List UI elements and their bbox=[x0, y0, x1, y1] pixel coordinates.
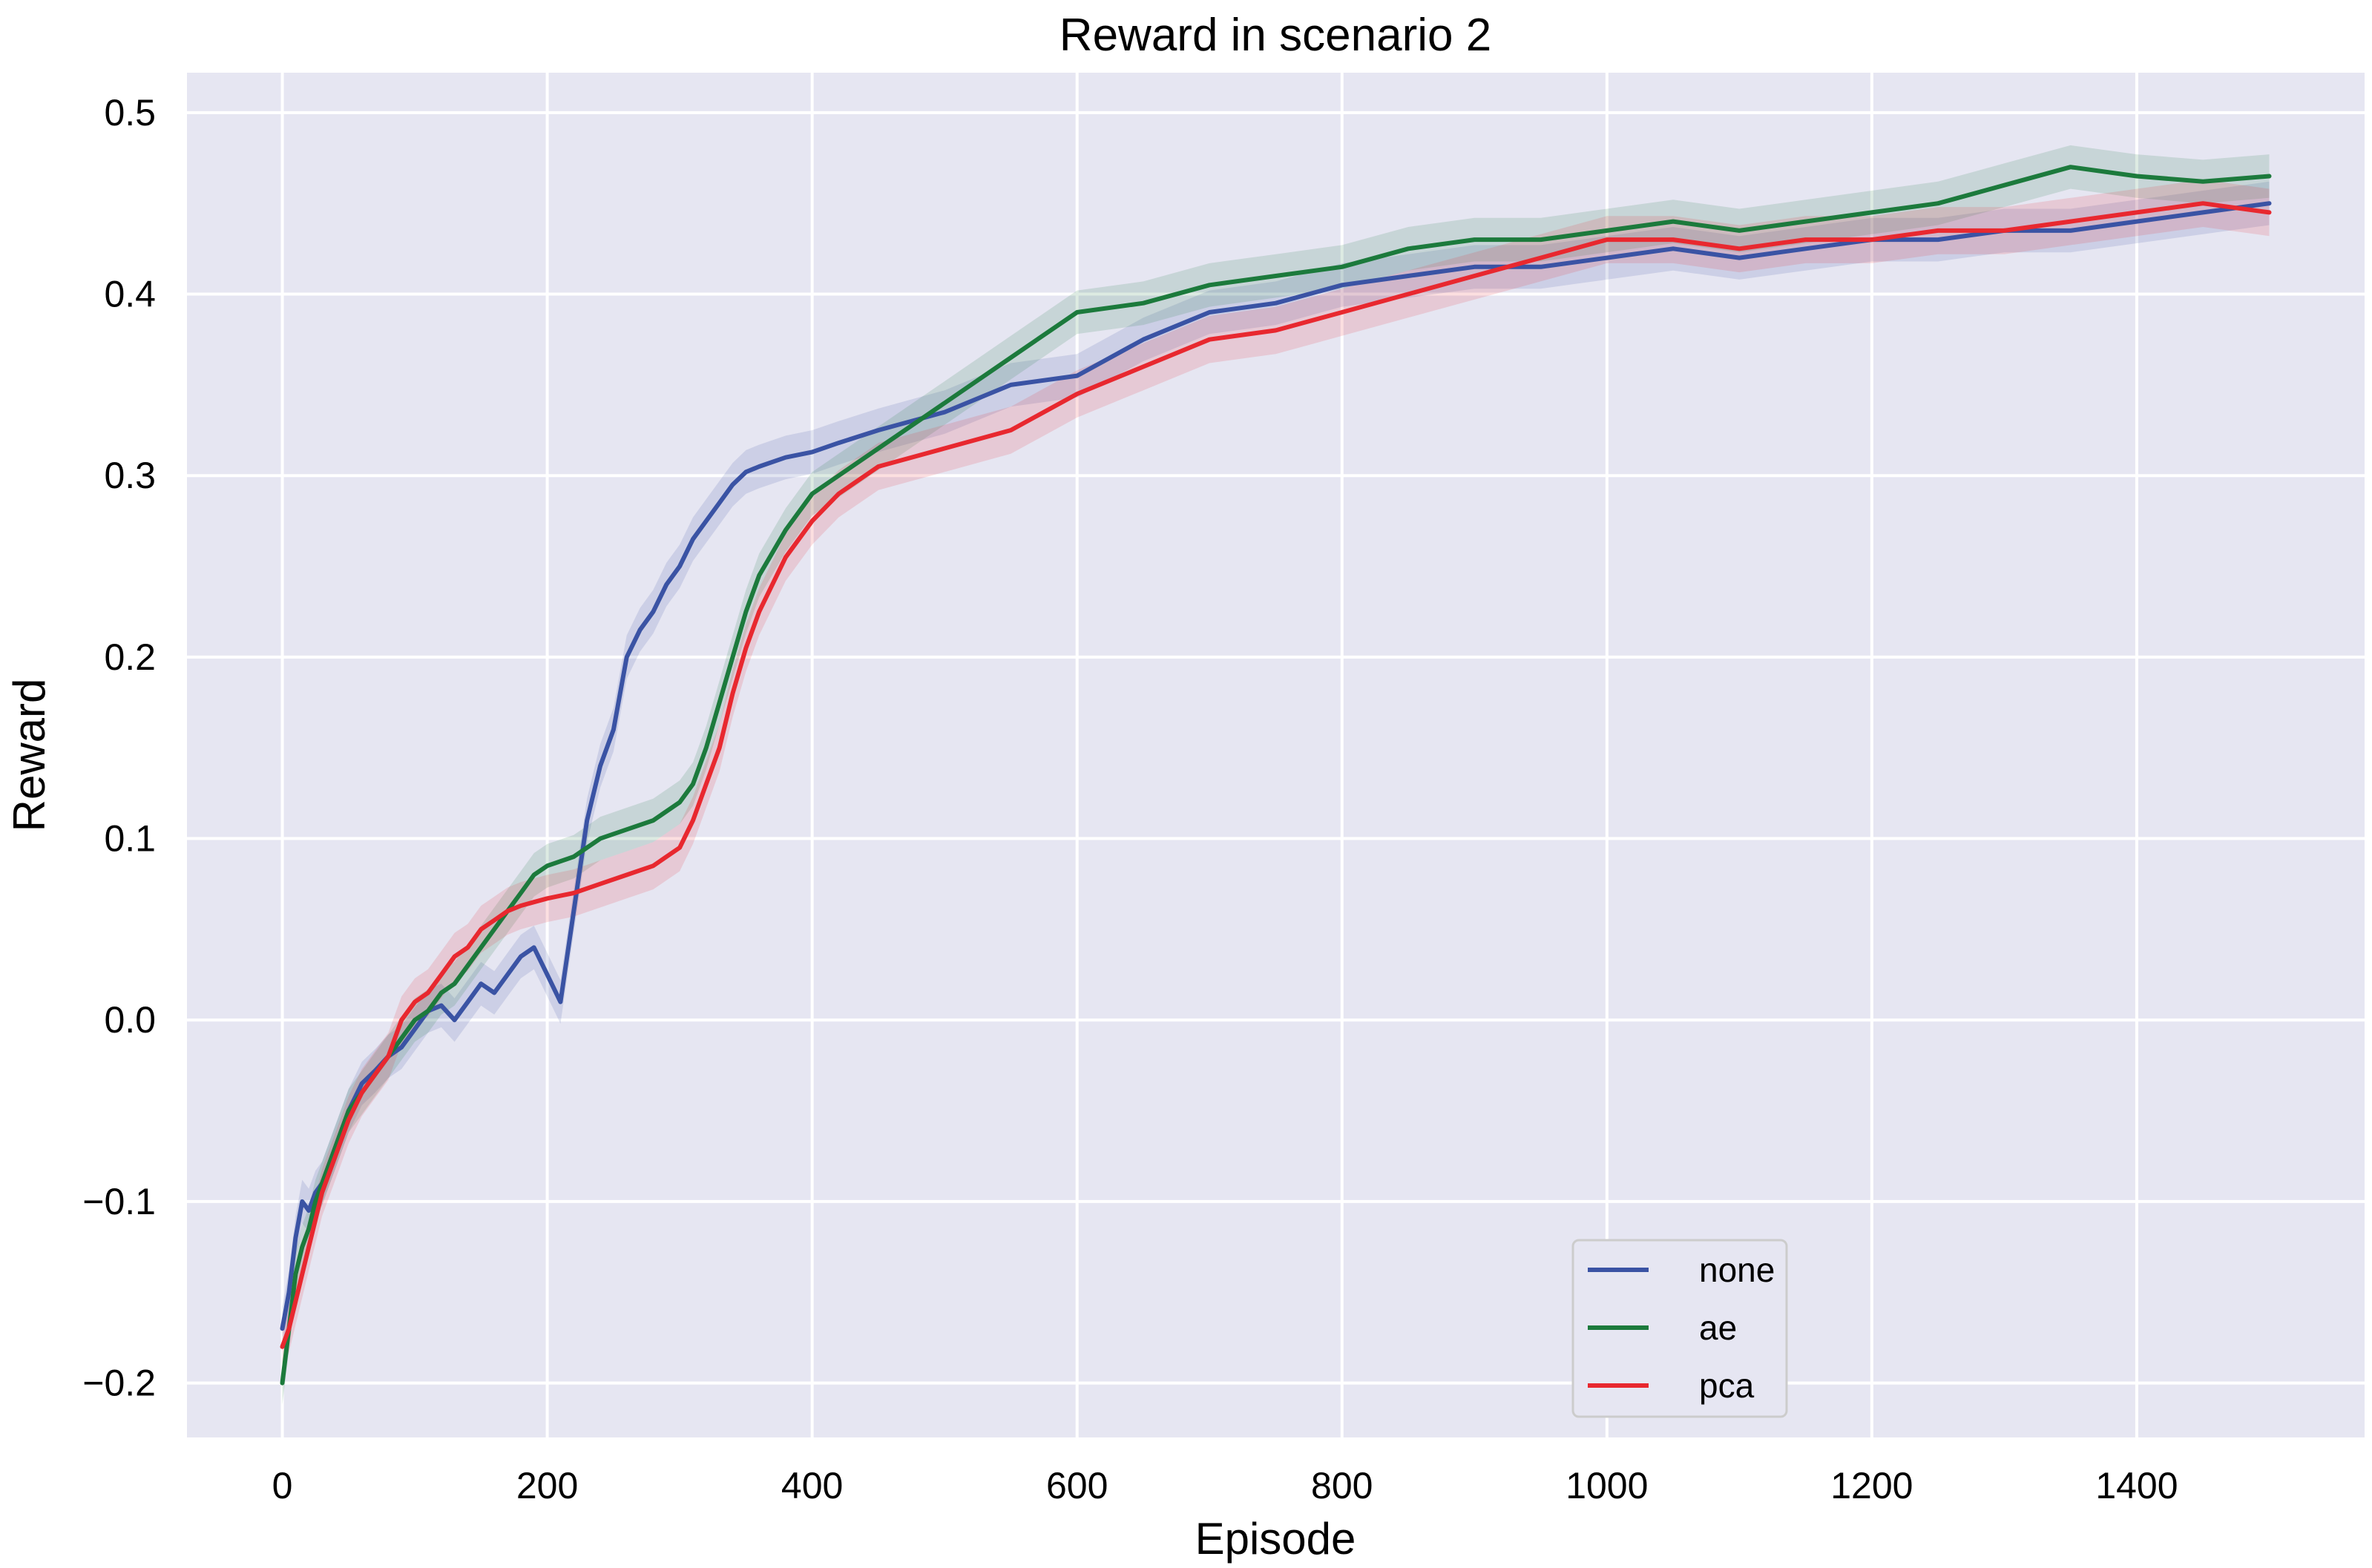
y-tick-label-7: 0.5 bbox=[104, 92, 156, 134]
x-tick-label-4: 800 bbox=[1311, 1465, 1373, 1506]
legend-label-ae: ae bbox=[1699, 1308, 1737, 1347]
x-axis-label: Episode bbox=[1195, 1514, 1356, 1564]
x-tick-label-1: 200 bbox=[516, 1465, 578, 1506]
series-line-pca bbox=[280, 201, 2272, 1349]
confidence-bands bbox=[282, 145, 2270, 1405]
x-tick-label-5: 1000 bbox=[1566, 1465, 1648, 1506]
legend: none ae pca bbox=[1571, 1239, 1788, 1418]
x-tick-label-0: 0 bbox=[272, 1465, 293, 1506]
y-tick-label-5: 0.3 bbox=[104, 455, 156, 496]
legend-label-none: none bbox=[1699, 1251, 1775, 1289]
x-tick-label-7: 1400 bbox=[2095, 1465, 2178, 1506]
legend-box bbox=[1571, 1239, 1788, 1418]
plot-background bbox=[187, 73, 2365, 1437]
y-tick-label-0: −0.2 bbox=[82, 1363, 156, 1404]
y-tick-label-6: 0.4 bbox=[104, 274, 156, 315]
x-tick-label-3: 600 bbox=[1046, 1465, 1108, 1506]
grid-lines bbox=[187, 73, 2365, 1437]
y-tick-label-4: 0.2 bbox=[104, 636, 156, 678]
y-tick-labels: −0.2 −0.1 0.0 0.1 0.2 0.3 0.4 0.5 bbox=[82, 92, 156, 1404]
band-none bbox=[282, 181, 2270, 1351]
series-lines bbox=[280, 165, 2272, 1386]
y-tick-label-3: 0.1 bbox=[104, 818, 156, 860]
y-axis-label: Reward bbox=[4, 679, 54, 832]
x-tick-label-6: 1200 bbox=[1830, 1465, 1913, 1506]
y-tick-label-1: −0.1 bbox=[82, 1181, 156, 1222]
x-tick-label-2: 400 bbox=[781, 1465, 843, 1506]
x-tick-labels: 0 200 400 600 800 1000 1200 1400 bbox=[272, 1465, 2178, 1506]
y-tick-label-2: 0.0 bbox=[104, 999, 156, 1041]
legend-label-pca: pca bbox=[1699, 1366, 1755, 1405]
chart-title: Reward in scenario 2 bbox=[1059, 10, 1491, 61]
